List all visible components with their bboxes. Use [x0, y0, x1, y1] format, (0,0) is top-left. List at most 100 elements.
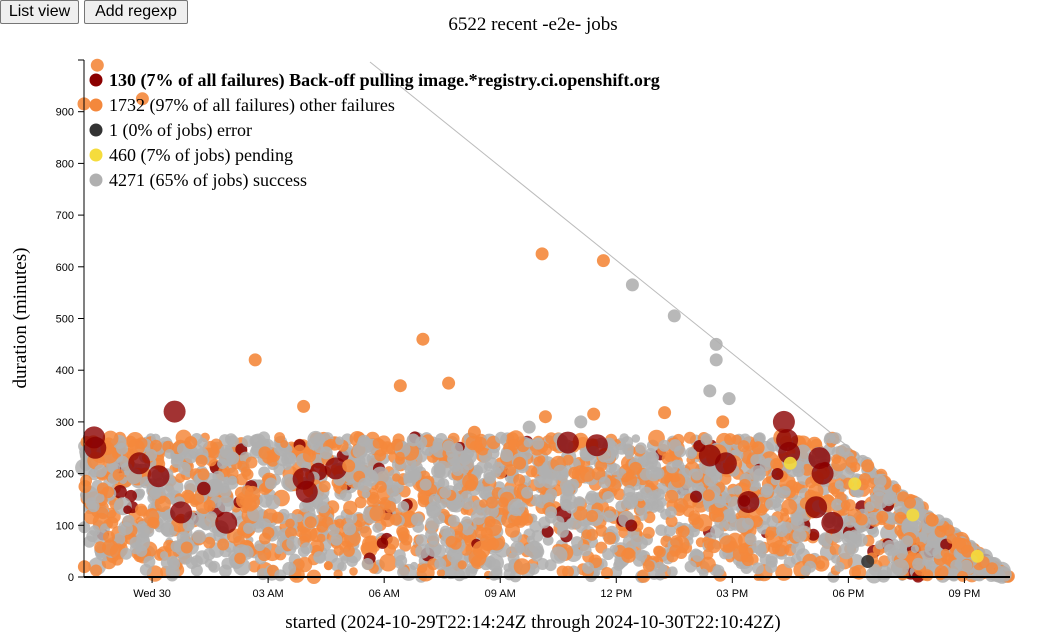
data-point-4 [319, 446, 333, 460]
job-dot [116, 455, 129, 468]
job-dot [137, 521, 147, 531]
job-dot [818, 532, 833, 547]
job-dot [942, 524, 955, 537]
data-point-4 [574, 415, 588, 429]
job-dot [682, 505, 695, 517]
job-dot [514, 515, 527, 528]
job-dot [462, 458, 475, 471]
job-dot [317, 501, 330, 514]
job-dot [834, 480, 844, 490]
data-point-1 [861, 459, 875, 473]
legend-swatch [89, 73, 103, 87]
job-dot [625, 519, 638, 532]
job-dot [185, 557, 198, 569]
job-dot [285, 526, 297, 539]
job-dot [644, 491, 659, 506]
job-dot [112, 468, 125, 481]
job-dot [217, 538, 230, 551]
job-dot [464, 479, 477, 492]
job-dot [568, 466, 581, 479]
job-dot [744, 533, 757, 546]
job-dot [327, 524, 340, 537]
job-dot [302, 449, 316, 463]
job-dot [335, 436, 344, 446]
job-dot [870, 491, 889, 510]
job-dot [533, 475, 546, 488]
job-dot [94, 493, 105, 503]
job-dot [630, 534, 643, 547]
job-dot [778, 486, 791, 498]
data-point-3 [848, 477, 862, 491]
y-tick-label: 600 [56, 262, 74, 274]
job-dot [343, 522, 357, 536]
job-dot [719, 535, 737, 553]
data-point-2 [861, 555, 875, 568]
job-dot [150, 439, 162, 452]
job-dot [300, 542, 313, 555]
job-dot [891, 558, 910, 577]
job-dot [313, 433, 326, 446]
data-point-3 [970, 549, 984, 563]
job-dot [904, 496, 916, 509]
data-point-0 [772, 410, 795, 433]
data-point-0 [295, 480, 318, 503]
job-dot [342, 544, 355, 557]
job-dot [352, 443, 368, 459]
job-dot [380, 441, 394, 455]
job-dot [147, 516, 159, 529]
job-dot [794, 460, 805, 471]
job-dot [838, 542, 855, 560]
job-dot [386, 536, 400, 550]
job-dot [765, 561, 778, 573]
job-dot [538, 516, 551, 529]
job-dot [243, 522, 255, 534]
y-tick-label: 700 [56, 210, 74, 222]
job-dot [666, 550, 679, 563]
data-point-1 [184, 436, 198, 450]
job-dot [667, 566, 678, 577]
y-tick-label: 400 [56, 365, 74, 377]
job-dot [603, 510, 615, 523]
job-dot [751, 562, 764, 575]
job-dot [912, 557, 925, 571]
job-dot [753, 468, 766, 481]
job-dot [552, 464, 569, 480]
legend-swatch [89, 173, 103, 187]
data-point-4 [703, 384, 717, 398]
job-dot [824, 432, 836, 444]
job-dot [339, 489, 352, 502]
data-point-3 [783, 456, 797, 470]
list-view-button[interactable]: List view [0, 0, 79, 24]
job-dot [526, 535, 535, 544]
data-point-0 [170, 501, 193, 524]
job-dot [637, 500, 646, 509]
data-point-1 [596, 254, 610, 268]
job-dot [571, 536, 583, 549]
job-dot [688, 448, 697, 457]
job-dot [732, 545, 749, 562]
job-dot [609, 544, 618, 554]
job-dot [761, 483, 774, 496]
job-dot [355, 459, 365, 470]
data-points-layer [77, 58, 984, 574]
data-point-1 [297, 399, 311, 413]
job-dot [113, 485, 127, 499]
add-regexp-button[interactable]: Add regexp [84, 0, 188, 24]
job-dot [386, 484, 399, 497]
job-dot [849, 461, 861, 473]
y-tick-label: 800 [56, 158, 74, 170]
job-dot [397, 566, 410, 579]
job-dot [135, 488, 146, 499]
job-dot [640, 452, 659, 470]
job-dot [580, 466, 595, 482]
job-dot [226, 435, 239, 448]
job-dot [89, 525, 100, 537]
job-dot [333, 545, 344, 556]
job-dot [873, 484, 886, 497]
y-tick-label: 300 [56, 417, 74, 429]
job-dot [354, 496, 367, 509]
job-dot [864, 501, 875, 512]
job-dot [655, 524, 667, 536]
data-point-0 [714, 452, 737, 475]
